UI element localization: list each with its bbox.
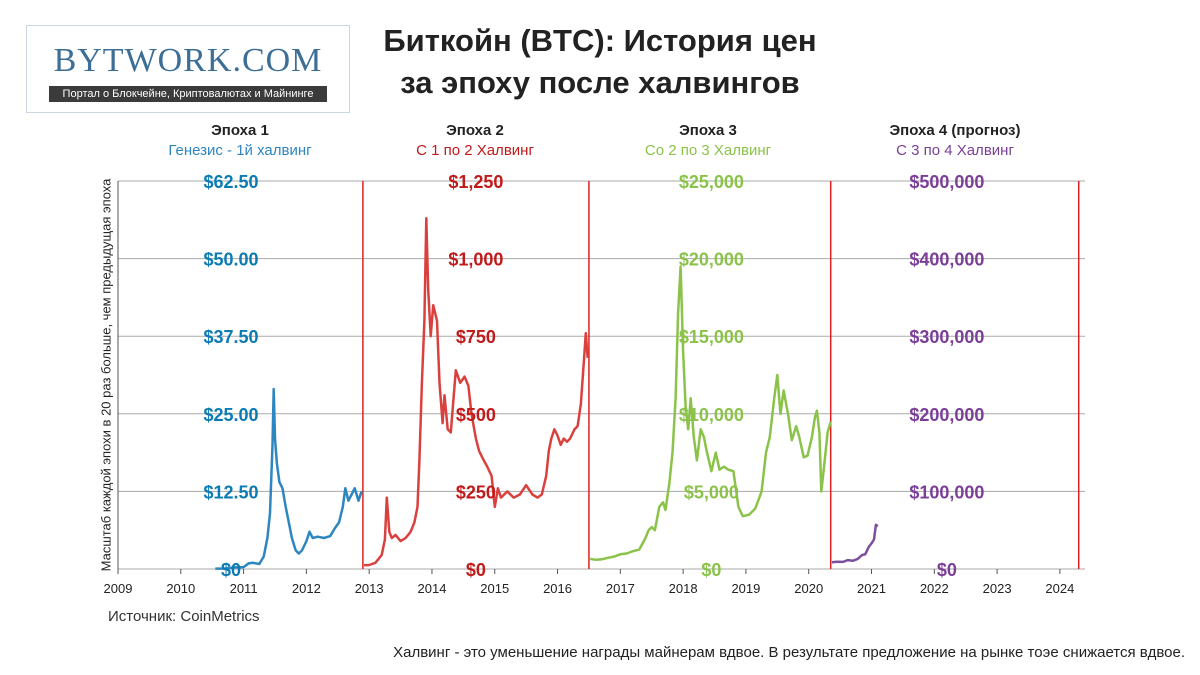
logo: BYTWORK.COM Портал о Блокчейне, Криптова… [26, 25, 350, 113]
x-tick-label: 2012 [292, 581, 321, 596]
epoch-4-y-tick-label: $0 [937, 560, 957, 580]
epoch-2-y-tick-label: $500 [456, 405, 496, 425]
epoch-4-name: Эпоха 4 (прогноз) [889, 122, 1021, 139]
epoch-3-header: Эпоха 3 Со 2 по 3 Халвинг [608, 121, 808, 161]
epoch-3-y-tick-label: $25,000 [679, 172, 744, 192]
epoch-4-header: Эпоха 4 (прогноз) С 3 по 4 Халвинг [855, 121, 1055, 161]
x-tick-label: 2022 [920, 581, 949, 596]
x-tick-label: 2024 [1045, 581, 1074, 596]
epoch-3-y-tick-label: $0 [701, 560, 721, 580]
x-tick-label: 2014 [418, 581, 447, 596]
chart-title: Биткойн (BTC): История цен за эпоху посл… [360, 20, 840, 104]
epoch-3-y-tick-label: $10,000 [679, 405, 744, 425]
x-tick-label: 2018 [669, 581, 698, 596]
epoch-2-y-tick-label: $0 [466, 560, 486, 580]
x-tick-label: 2011 [230, 581, 258, 596]
x-tick-label: 2016 [543, 581, 572, 596]
x-tick-label: 2020 [794, 581, 823, 596]
epoch-3-y-tick-label: $20,000 [679, 250, 744, 270]
epoch-1-name: Эпоха 1 [211, 122, 269, 139]
x-tick-label: 2010 [166, 581, 195, 596]
chart-title-line-1: Биткойн (BTC): История цен [383, 23, 817, 58]
epoch-4-price-line [831, 523, 879, 564]
epoch-4-subtitle: С 3 по 4 Халвинг [896, 142, 1014, 159]
x-tick-label: 2017 [606, 581, 635, 596]
epoch-1-y-tick-label: $50.00 [203, 250, 258, 270]
epoch-1-price-line [215, 387, 363, 570]
epoch-4-y-tick-label: $300,000 [909, 327, 984, 347]
footnote: Халвинг - это уменьшение награды майнера… [393, 644, 1185, 661]
epoch-1-y-tick-label: $62.50 [203, 172, 258, 192]
epoch-3-name: Эпоха 3 [679, 122, 737, 139]
chart-title-line-2: за эпоху после халвингов [400, 65, 800, 100]
epoch-2-y-tick-label: $750 [456, 327, 496, 347]
epoch-1-header: Эпоха 1 Генезис - 1й халвинг [140, 121, 340, 161]
epoch-4-y-tick-label: $400,000 [909, 250, 984, 270]
epoch-4-y-tick-label: $200,000 [909, 405, 984, 425]
epoch-4-y-tick-label: $100,000 [909, 482, 984, 502]
epoch-3-price-line [590, 265, 832, 561]
logo-tagline: Портал о Блокчейне, Криптовалютах и Майн… [49, 86, 327, 102]
epoch-2-header: Эпоха 2 С 1 по 2 Халвинг [375, 121, 575, 161]
epoch-1-y-tick-label: $0 [221, 560, 241, 580]
x-tick-label: 2019 [731, 581, 760, 596]
logo-text: BYTWORK.COM [53, 42, 323, 79]
epoch-2-y-tick-label: $1,000 [448, 250, 503, 270]
epoch-3-subtitle: Со 2 по 3 Халвинг [644, 142, 772, 159]
x-tick-label: 2015 [480, 581, 509, 596]
epoch-4-y-tick-label: $500,000 [909, 172, 984, 192]
epoch-3-y-tick-label: $5,000 [684, 482, 739, 502]
epoch-2-y-tick-label: $250 [456, 482, 496, 502]
epoch-1-y-tick-label: $37.50 [203, 327, 258, 347]
epoch-1-y-tick-label: $12.50 [203, 482, 258, 502]
epoch-2-name: Эпоха 2 [446, 122, 504, 139]
epoch-2-price-line [364, 216, 589, 567]
epoch-3-y-tick-label: $15,000 [679, 327, 744, 347]
epoch-2-y-tick-label: $1,250 [448, 172, 503, 192]
epoch-1-y-tick-label: $25.00 [203, 405, 258, 425]
x-tick-label: 2021 [857, 581, 886, 596]
x-tick-label: 2009 [104, 581, 133, 596]
epoch-1-subtitle: Генезис - 1й халвинг [168, 142, 312, 159]
source-note: Источник: CoinMetrics [108, 608, 260, 625]
epoch-2-subtitle: С 1 по 2 Халвинг [416, 142, 534, 159]
x-tick-label: 2013 [355, 581, 384, 596]
x-tick-label: 2023 [983, 581, 1012, 596]
